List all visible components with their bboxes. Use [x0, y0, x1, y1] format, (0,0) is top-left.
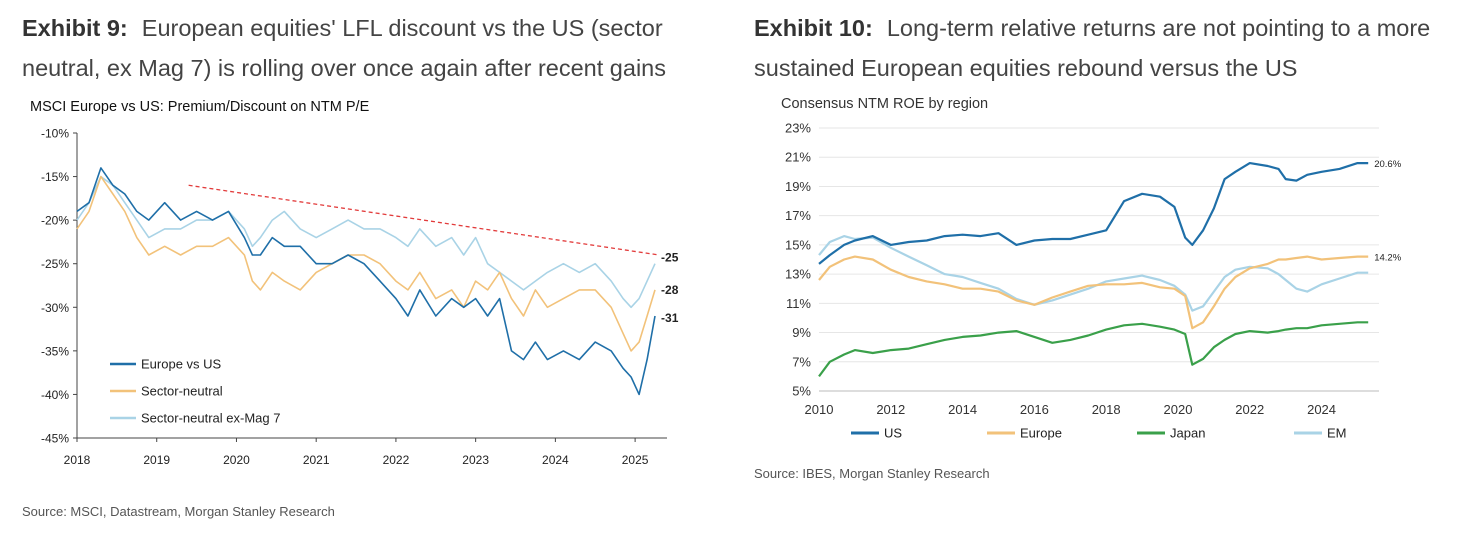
x-tick-label: 2021 — [303, 453, 330, 467]
y-tick-label: -15% — [41, 170, 69, 184]
exhibit-10-title-line-2: sustained European equities rebound vers… — [754, 55, 1298, 81]
legend-label: Sector-neutral — [141, 384, 223, 399]
chart-ntm-roe-by-region: Consensus NTM ROE by region 23% 21% 19% 17%… — [781, 96, 1402, 441]
exhibit-10-source: Source: IBES, Morgan Stanley Research — [754, 466, 990, 481]
x-tick-label: 2022 — [383, 453, 410, 467]
chart-2-title: Consensus NTM ROE by region — [781, 96, 988, 112]
legend-label: Europe — [1020, 426, 1062, 441]
exhibit-10: Exhibit 10: Long-term relative returns ar… — [754, 0, 1454, 88]
y-tick-label: 9% — [792, 325, 811, 340]
exhibit-9-source: Source: MSCI, Datastream, Morgan Stanley… — [22, 504, 335, 519]
x-tick-label: 2018 — [1092, 402, 1121, 417]
series-line-us — [818, 161, 1369, 265]
series-end-label: -25 — [661, 251, 679, 265]
legend-label: Japan — [1170, 426, 1205, 441]
y-tick-label: 23% — [785, 121, 811, 136]
exhibit-9-title-line-1: European equities' LFL discount vs the U… — [141, 15, 663, 41]
exhibit-9-title-line-2: neutral, ex Mag 7) is rolling over once … — [22, 55, 666, 81]
x-tick-label: 2024 — [542, 453, 569, 467]
x-tick-label: 2023 — [462, 453, 489, 467]
x-tick-label: 2014 — [948, 402, 977, 417]
y-tick-label: 21% — [785, 150, 811, 165]
x-tick-label: 2016 — [1020, 402, 1049, 417]
y-tick-label: -25% — [41, 257, 69, 271]
trendline — [188, 184, 660, 256]
x-tick-label: 2020 — [1164, 402, 1193, 417]
y-tick-label: 5% — [792, 384, 811, 399]
x-tick-label: 2022 — [1235, 402, 1264, 417]
chart-1-title: MSCI Europe vs US: Premium/Discount on N… — [30, 99, 370, 115]
series-line-japan — [818, 321, 1369, 378]
y-tick-label: -40% — [41, 388, 69, 402]
series-line-sector-neutral — [76, 175, 656, 352]
exhibit-9-heading: Exhibit 9: European equities' LFL discoun… — [22, 8, 712, 88]
legend-label: US — [884, 426, 902, 441]
y-tick-label: 11% — [786, 296, 811, 311]
y-tick-label: -45% — [41, 432, 69, 446]
y-tick-label: -35% — [41, 344, 69, 358]
exhibit-9: Exhibit 9: European equities' LFL discoun… — [22, 0, 712, 88]
y-tick-label: -10% — [41, 127, 69, 141]
y-tick-label: 19% — [785, 179, 811, 194]
y-tick-label: 17% — [785, 208, 811, 223]
series-end-label: -28 — [661, 283, 679, 297]
exhibit-10-label: Exhibit 10: — [754, 15, 873, 41]
exhibit-9-label: Exhibit 9: — [22, 15, 128, 41]
y-tick-label: 7% — [792, 354, 811, 369]
x-tick-label: 2025 — [622, 453, 649, 467]
series-end-label: 20.6% — [1374, 159, 1401, 170]
x-tick-label: 2019 — [143, 453, 170, 467]
legend-label: EM — [1327, 426, 1347, 441]
legend-label: Europe vs US — [141, 357, 222, 372]
chart-europe-vs-us-pe: MSCI Europe vs US: Premium/Discount on N… — [30, 99, 679, 467]
x-tick-label: 2012 — [876, 402, 905, 417]
x-tick-label: 2018 — [64, 453, 91, 467]
series-line-europe — [818, 255, 1369, 330]
series-end-label: 14.2% — [1374, 253, 1401, 264]
legend-label: Sector-neutral ex-Mag 7 — [141, 411, 280, 426]
series-end-label: -31 — [661, 311, 679, 325]
y-tick-label: 15% — [785, 237, 811, 252]
y-tick-label: 13% — [785, 267, 811, 282]
series-line-sector-neutral-ex-mag-7 — [76, 175, 656, 309]
x-tick-label: 2024 — [1307, 402, 1336, 417]
series-line-europe-vs-us — [76, 167, 656, 396]
series-line-em — [818, 235, 1369, 312]
exhibit-10-title-line-1: Long-term relative returns are not point… — [886, 15, 1431, 41]
x-tick-label: 2020 — [223, 453, 250, 467]
exhibit-10-heading: Exhibit 10: Long-term relative returns ar… — [754, 8, 1454, 88]
y-tick-label: -30% — [41, 301, 69, 315]
x-tick-label: 2010 — [805, 402, 834, 417]
y-tick-label: -20% — [41, 214, 69, 228]
